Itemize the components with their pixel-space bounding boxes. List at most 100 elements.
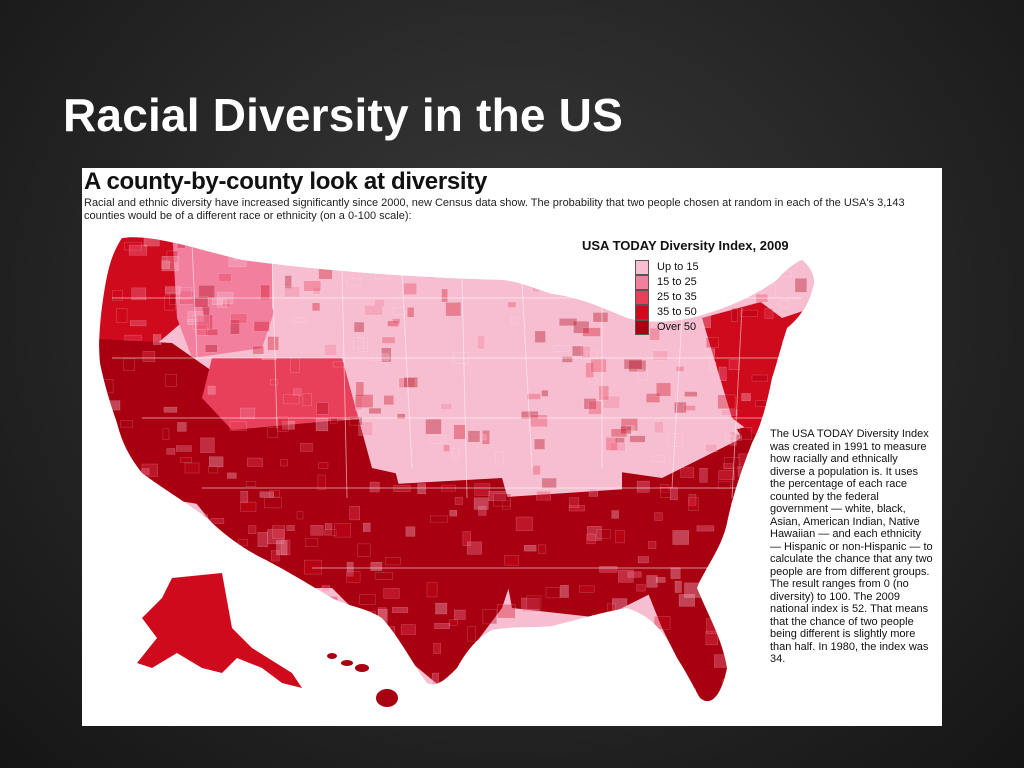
county-cell xyxy=(688,494,697,506)
county-cell xyxy=(612,689,626,699)
county-cell xyxy=(467,541,482,555)
county-cell xyxy=(324,529,337,536)
county-cell xyxy=(430,237,443,239)
county-cell xyxy=(429,435,446,444)
county-cell xyxy=(764,688,780,696)
county-cell xyxy=(407,307,415,318)
county-cell xyxy=(296,699,306,702)
county-cell xyxy=(284,275,292,289)
county-cell xyxy=(454,497,463,505)
county-cell xyxy=(741,393,751,401)
county-cell xyxy=(723,457,741,469)
county-cell xyxy=(358,421,373,436)
county-cell xyxy=(466,265,484,277)
county-cell xyxy=(353,337,364,350)
county-cell xyxy=(652,455,665,462)
county-cell xyxy=(717,394,736,409)
county-cell xyxy=(363,522,371,532)
county-cell xyxy=(116,705,122,718)
county-cell xyxy=(454,609,466,620)
county-cell xyxy=(200,437,215,453)
county-cell xyxy=(607,603,616,619)
county-cell xyxy=(221,228,235,234)
county-cell xyxy=(230,319,240,335)
county-cell xyxy=(473,497,489,510)
county-cell xyxy=(521,597,540,613)
county-cell xyxy=(379,662,395,677)
county-cell xyxy=(207,385,216,395)
county-cell xyxy=(495,451,504,465)
county-cell xyxy=(137,550,151,567)
county-cell xyxy=(400,624,416,635)
county-cell xyxy=(210,518,225,524)
county-cell xyxy=(403,282,417,295)
county-cell xyxy=(129,320,147,327)
county-cell xyxy=(321,596,338,611)
county-cell xyxy=(355,381,364,397)
county-cell xyxy=(443,444,450,452)
county-cell xyxy=(706,337,719,349)
county-cell xyxy=(669,704,676,714)
county-cell xyxy=(267,237,282,240)
county-cell xyxy=(449,237,458,247)
county-cell xyxy=(605,437,618,451)
county-cell xyxy=(292,317,306,324)
county-cell xyxy=(202,306,210,316)
county-cell xyxy=(353,321,365,333)
county-cell xyxy=(281,539,291,556)
county-cell xyxy=(153,507,164,514)
county-cell xyxy=(660,487,671,498)
county-cell xyxy=(796,347,814,363)
county-cell xyxy=(364,305,383,316)
county-cell xyxy=(152,334,162,345)
county-cell xyxy=(484,676,491,692)
county-cell xyxy=(421,686,431,697)
county-cell xyxy=(358,611,376,625)
county-cell xyxy=(706,618,721,634)
county-cell xyxy=(629,637,646,653)
county-cell xyxy=(250,576,262,583)
county-cell xyxy=(810,354,814,369)
county-cell xyxy=(705,444,718,453)
county-cell xyxy=(264,585,278,601)
county-cell xyxy=(434,623,451,629)
county-cell xyxy=(565,678,573,691)
county-cell xyxy=(559,318,578,326)
county-cell xyxy=(303,280,321,292)
county-cell xyxy=(126,493,134,506)
county-cell xyxy=(357,338,368,352)
county-cell xyxy=(745,500,753,508)
county-cell xyxy=(433,260,445,272)
county-cell xyxy=(504,555,519,566)
county-cell xyxy=(472,244,484,252)
county-cell xyxy=(696,525,715,532)
county-cell xyxy=(169,682,179,691)
county-cell xyxy=(323,259,331,269)
county-cell xyxy=(613,672,626,679)
county-cell xyxy=(592,614,603,626)
county-cell xyxy=(277,416,289,432)
county-cell xyxy=(357,543,371,557)
county-cell xyxy=(276,540,288,556)
county-cell xyxy=(196,323,208,336)
legend-item: Up to 15 xyxy=(635,260,822,275)
county-cell xyxy=(304,646,318,654)
county-cell xyxy=(739,427,753,440)
county-cell xyxy=(331,667,341,676)
county-cell xyxy=(672,530,689,545)
county-cell xyxy=(461,662,476,673)
county-cell xyxy=(611,510,619,519)
county-cell xyxy=(355,394,374,408)
county-cell xyxy=(467,626,476,642)
county-cell xyxy=(497,604,516,619)
county-cell xyxy=(257,532,268,548)
county-cell xyxy=(238,539,248,546)
county-cell xyxy=(722,679,732,693)
county-cell xyxy=(676,366,685,372)
county-cell xyxy=(737,466,745,477)
county-cell xyxy=(156,549,175,559)
county-cell xyxy=(738,554,754,569)
county-cell xyxy=(702,314,711,329)
legend-label: 15 to 25 xyxy=(657,276,697,288)
county-cell xyxy=(370,562,383,571)
